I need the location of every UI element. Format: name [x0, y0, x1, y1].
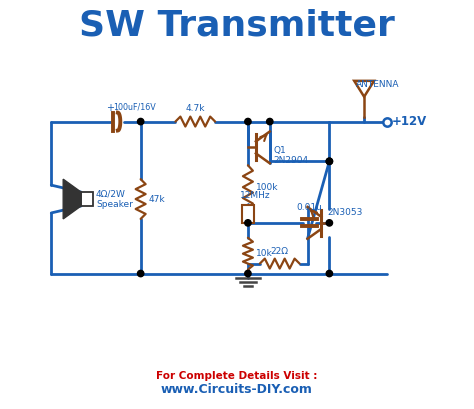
Text: +12V: +12V: [392, 115, 427, 128]
Text: www.Circuits-DIY.com: www.Circuits-DIY.com: [161, 383, 313, 396]
Circle shape: [266, 118, 273, 125]
Circle shape: [137, 118, 144, 125]
Text: For Complete Details Visit :: For Complete Details Visit :: [156, 371, 318, 381]
Text: 100uF/16V: 100uF/16V: [113, 103, 155, 112]
Circle shape: [245, 220, 251, 226]
Text: 12MHz: 12MHz: [240, 191, 271, 200]
Circle shape: [245, 118, 251, 125]
Text: SW Transmitter: SW Transmitter: [79, 8, 395, 42]
Circle shape: [326, 220, 333, 226]
Text: 2N3053: 2N3053: [328, 209, 363, 218]
Circle shape: [326, 158, 333, 164]
Text: 4.7k: 4.7k: [185, 103, 205, 112]
Text: ANTENNA: ANTENNA: [356, 80, 400, 89]
Text: 47k: 47k: [149, 195, 165, 204]
Circle shape: [326, 158, 333, 164]
Circle shape: [245, 270, 251, 277]
Text: 4Ω/2W
Speaker: 4Ω/2W Speaker: [96, 189, 133, 209]
Circle shape: [326, 270, 333, 277]
Text: 100k: 100k: [256, 183, 278, 192]
Text: 10k: 10k: [256, 249, 273, 258]
Text: 0.01u: 0.01u: [297, 203, 322, 212]
Bar: [242, 205, 254, 223]
Text: 22Ω: 22Ω: [271, 247, 289, 256]
Text: Q1
2N2904: Q1 2N2904: [274, 146, 309, 165]
Text: +: +: [106, 103, 114, 112]
Bar: [81, 192, 93, 206]
Circle shape: [137, 270, 144, 277]
Polygon shape: [63, 179, 81, 219]
